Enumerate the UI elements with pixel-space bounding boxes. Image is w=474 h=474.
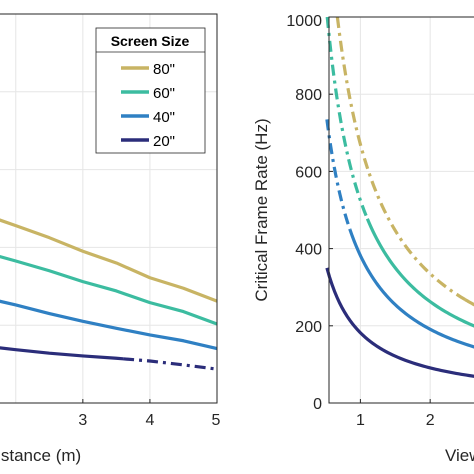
left-chart-panel: 3 4 5 Distance (m) Screen Size 80" 60" 40" 20… xyxy=(0,13,221,465)
legend-entries: 80" 60" 40" 20" xyxy=(121,61,175,150)
left-series-line xyxy=(0,254,218,326)
right-y-tick-label: 600 xyxy=(295,164,322,181)
right-series-line-dashed xyxy=(335,16,466,301)
right-y-tick-label: 400 xyxy=(295,242,322,259)
right-y-tick-label: 1000 xyxy=(286,13,322,30)
legend-entry-label: 60" xyxy=(153,85,175,102)
left-series-line xyxy=(0,299,218,351)
left-x-tick-label: 4 xyxy=(145,412,154,429)
right-series-lines xyxy=(325,16,474,378)
right-y-axis-label: Critical Frame Rate (Hz) xyxy=(252,118,271,301)
left-x-tick-label: 3 xyxy=(78,412,87,429)
left-series-line xyxy=(0,346,124,361)
right-y-tick-label: 200 xyxy=(295,319,322,336)
right-series-line-dashed xyxy=(325,119,352,231)
legend: Screen Size 80" 60" 40" 20" xyxy=(95,27,206,154)
right-x-axis-label: Viewing xyxy=(445,446,474,465)
legend-entry-label: 80" xyxy=(153,61,175,78)
right-x-tick-label: 2 xyxy=(426,412,435,429)
right-series-line-dashed xyxy=(325,16,369,220)
right-plot-area xyxy=(329,17,474,403)
right-y-tick-label: 800 xyxy=(295,87,322,104)
right-y-ticks: 0 200 400 600 800 1000 xyxy=(286,13,333,413)
legend-title: Screen Size xyxy=(111,33,190,49)
legend-entry-label: 20" xyxy=(153,133,175,150)
right-plot-frame xyxy=(328,16,474,404)
legend-box xyxy=(95,27,206,154)
right-series-line xyxy=(464,298,474,307)
legend-entry-label: 40" xyxy=(153,109,175,126)
left-x-ticks: 3 4 5 xyxy=(78,399,221,429)
left-plot-frame xyxy=(0,13,218,404)
left-x-tick-label: 5 xyxy=(212,412,221,429)
left-series-lines xyxy=(0,218,218,371)
right-series-line xyxy=(325,267,474,378)
right-x-tick-label: 1 xyxy=(356,412,365,429)
left-series-line xyxy=(0,218,218,303)
left-series-line-dashed xyxy=(122,357,218,371)
right-y-tick-label: 0 xyxy=(313,396,322,413)
right-series-line xyxy=(365,218,474,328)
left-x-axis-label: Distance (m) xyxy=(0,446,81,465)
right-series-line xyxy=(348,228,474,349)
